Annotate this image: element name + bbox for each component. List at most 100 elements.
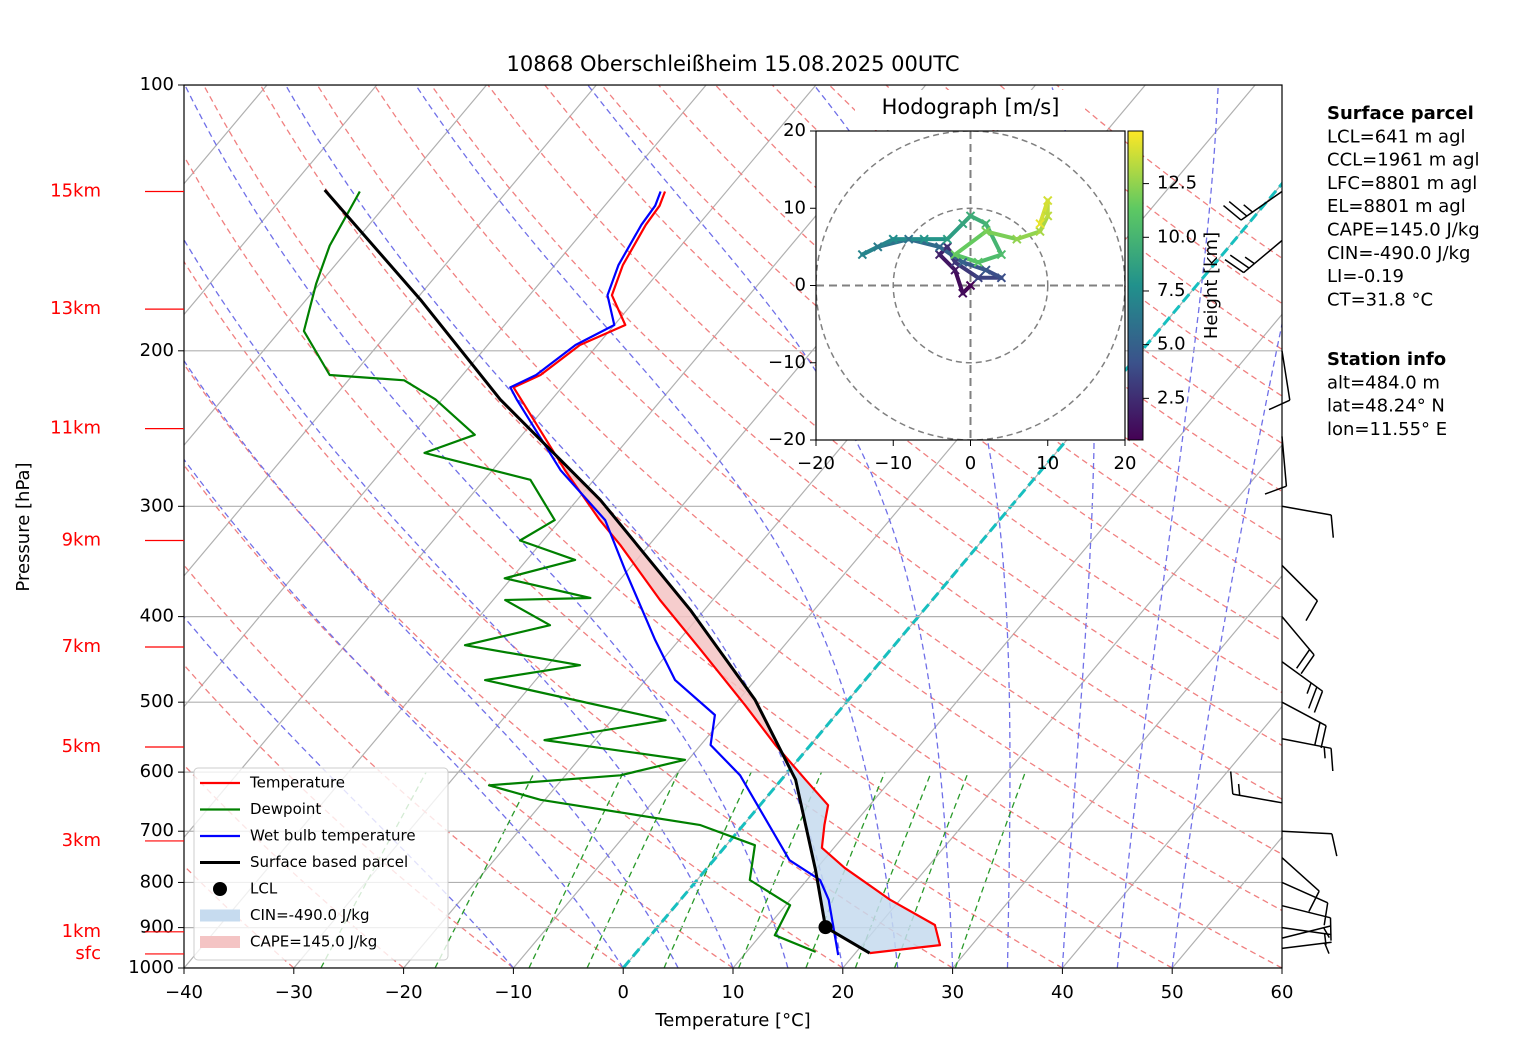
barb-path <box>1281 857 1320 912</box>
hodograph-point <box>1043 211 1053 221</box>
info-line: CAPE=145.0 J/kg <box>1327 220 1480 241</box>
wind-barb <box>1281 941 1332 954</box>
moist-adiabat <box>184 238 734 968</box>
hodograph-point <box>958 218 968 229</box>
hodograph-segment <box>983 229 1019 242</box>
colorbar-label: Height [km] <box>1201 232 1222 339</box>
profile-line <box>323 189 871 955</box>
wind-barb <box>1281 904 1332 941</box>
lcl-marker <box>818 920 833 935</box>
dry-adiabat <box>373 85 1282 855</box>
y-tick-label: 400 <box>140 606 174 627</box>
dry-adiabat <box>184 564 624 968</box>
x-tick-label: 50 <box>1161 982 1184 1003</box>
moist-adiabat <box>184 85 789 968</box>
y-tick-label: 100 <box>140 74 174 95</box>
freezing-isotherm <box>622 181 1282 968</box>
x-tick-label: 40 <box>1051 982 1074 1003</box>
x-tick-label: 0 <box>617 982 628 1003</box>
barb-path <box>1281 904 1332 941</box>
height-label: sfc <box>75 943 101 964</box>
hodograph-point <box>934 249 945 260</box>
legend-label: Wet bulb temperature <box>250 827 416 845</box>
hodograph-point <box>942 242 953 252</box>
isotherm <box>184 85 707 708</box>
info-line: lon=11.55° E <box>1327 419 1447 440</box>
colorbar-tick-label: 5.0 <box>1157 334 1186 355</box>
hodograph-point <box>950 249 960 260</box>
profile-line <box>512 191 942 955</box>
hodograph-segment <box>976 252 1004 265</box>
hodograph-point <box>958 257 968 268</box>
dry-adiabat <box>259 85 1282 968</box>
hodograph-point <box>873 242 883 252</box>
wind-barb <box>1224 239 1283 274</box>
x-tick-label: 30 <box>941 982 964 1003</box>
profile-line <box>509 191 840 956</box>
dry-adiabat <box>184 154 1063 968</box>
hodograph-point <box>934 242 945 252</box>
hodograph-point <box>888 234 898 244</box>
barb-path <box>1224 239 1283 274</box>
barb-path <box>1281 881 1329 926</box>
hodograph-point <box>1035 226 1045 237</box>
hodograph-point <box>981 218 991 229</box>
height-label: 15km <box>50 180 101 201</box>
hodograph-point <box>996 249 1007 260</box>
hodograph-trace <box>857 195 1053 298</box>
x-axis-label: Temperature [°C] <box>654 1010 810 1031</box>
hodograph-point <box>965 211 976 221</box>
barb-path <box>1281 941 1332 954</box>
info-line: alt=484.0 m <box>1327 372 1440 393</box>
barb-path <box>1281 564 1319 621</box>
height-label: 7km <box>62 636 101 657</box>
hodograph: Hodograph [m/s] −20 −10 0 10 20 −20 −10 0 10 20 2.5… <box>768 90 1222 474</box>
colorbar-tick-label: 10.0 <box>1157 226 1197 247</box>
hodograph-point <box>973 273 983 283</box>
wind-barb <box>1281 925 1331 939</box>
info-heading: Station info <box>1327 349 1446 370</box>
x-tick-label: −30 <box>275 982 313 1003</box>
wind-barb <box>1229 771 1283 804</box>
hodo-x-tick-label: −20 <box>797 453 835 474</box>
x-tick-label: 20 <box>831 982 854 1003</box>
barb-path <box>1223 190 1283 221</box>
cape-area <box>556 455 782 753</box>
wind-barb <box>1281 830 1338 857</box>
dry-adiabat <box>184 464 734 968</box>
hodo-y-tick-label: 20 <box>783 120 806 141</box>
hodograph-point <box>958 288 968 298</box>
isotherm <box>184 85 597 577</box>
info-line: LFC=8801 m agl <box>1327 173 1477 194</box>
y-tick-label: 900 <box>140 917 174 938</box>
wind-barb <box>1281 738 1334 772</box>
hodo-x-tick-label: −10 <box>874 453 912 474</box>
height-label: 11km <box>50 418 101 439</box>
barb-path <box>1268 350 1291 411</box>
hodograph-segment <box>953 229 988 257</box>
legend-label: LCL <box>250 880 278 898</box>
wind-barb <box>1268 350 1291 411</box>
isotherm <box>732 313 1282 968</box>
barb-path <box>1264 436 1288 495</box>
moist-adiabat <box>184 615 514 968</box>
hodograph-point <box>981 226 991 237</box>
info-line: LI=-0.19 <box>1327 266 1404 287</box>
wind-barb <box>1281 881 1329 926</box>
hodograph-point <box>919 234 929 244</box>
barb-path <box>1281 505 1335 538</box>
dry-adiabat <box>828 85 1282 445</box>
colorbar-tick-label: 7.5 <box>1157 280 1186 301</box>
moist-adiabat <box>184 458 624 968</box>
barb-path <box>1281 616 1315 675</box>
legend-label: Temperature <box>249 774 345 792</box>
dry-adiabat <box>184 363 844 968</box>
barb-path <box>1281 925 1331 939</box>
barb-path <box>1281 738 1334 772</box>
hodograph-point <box>950 265 960 275</box>
y-tick-label: 500 <box>140 691 174 712</box>
hodo-y-tick-label: −10 <box>768 352 806 373</box>
x-tick-label: −20 <box>385 982 423 1003</box>
